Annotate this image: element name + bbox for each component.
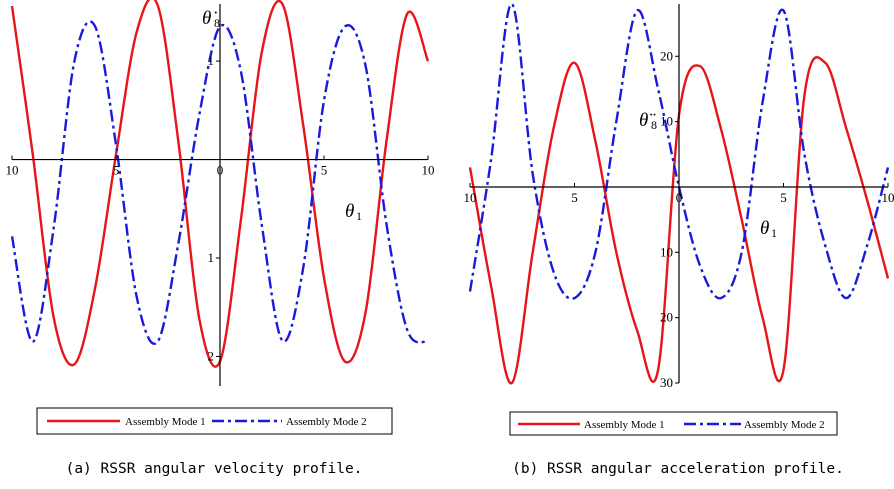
chart-a-legend-label-mode2: Assembly Mode 2: [286, 416, 367, 428]
chart-a-y-axis-label-subscript: 8: [214, 16, 220, 30]
chart-a-x-tick-label: 10: [422, 163, 435, 178]
chart-b-y-axis-label-subscript: 8: [651, 118, 657, 132]
chart-b-series-line-mode1: [468, 56, 890, 385]
chart-a-x-axis-label-subscript: 1: [356, 209, 362, 223]
chart-b-x-tick-label: 10: [882, 190, 894, 205]
chart-a-legend-label-mode1: Assembly Mode 1: [125, 416, 206, 428]
chart-a-x-tick-label: 10: [6, 163, 19, 178]
chart-b-series-layer: [468, 2, 890, 385]
chart-b-series-line-mode2: [468, 2, 890, 300]
chart-b-legend: Assembly Mode 1 Assembly Mode 2: [509, 411, 838, 436]
chart-a-x-tick-label: 5: [113, 163, 120, 178]
chart-a-x-tick-label: 5: [321, 163, 328, 178]
chart-b-x-tick-label: 10: [464, 190, 477, 205]
chart-b-axes: 10 5 0 5 10 20 10 10 20 30: [464, 4, 894, 390]
chart-b-x-axis-label: θ: [760, 218, 769, 239]
chart-a-y-tick-label: 1: [208, 250, 215, 265]
chart-b-legend-box: [509, 411, 838, 436]
chart-a-axes: 10 5 0 5 10 1 1 2: [6, 4, 435, 386]
chart-b-y-tick-label: 20: [660, 310, 673, 325]
chart-a-legend: Assembly Mode 1 Assembly Mode 2: [36, 407, 393, 435]
chart-b-legend-label-mode2: Assembly Mode 2: [744, 419, 825, 431]
chart-b-x-tick-label: 0: [676, 190, 683, 205]
chart-b-x-axis-label-subscript: 1: [771, 226, 777, 240]
chart-b-y-tick-label: 20: [660, 48, 673, 63]
chart-b-y-tick-label: 10: [660, 114, 673, 129]
chart-a-y-tick-label: 1: [208, 53, 215, 68]
chart-a-x-axis-label: θ: [345, 201, 354, 222]
chart-a-y-tick-label: 2: [208, 348, 215, 363]
chart-b-x-tick-label: 5: [571, 190, 578, 205]
chart-a-caption: (a) RSSR angular velocity profile.: [66, 461, 363, 477]
chart-b-caption: (b) RSSR angular acceleration profile.: [512, 461, 844, 477]
chart-a-x-tick-label: 0: [217, 163, 224, 178]
chart-a-series-line-mode2: [10, 20, 429, 345]
chart-b-y-tick-label: 10: [660, 244, 673, 259]
chart-b-x-tick-label: 5: [780, 190, 787, 205]
chart-b-y-tick-label: 30: [660, 375, 673, 390]
chart-b-legend-label-mode1: Assembly Mode 1: [584, 419, 665, 431]
